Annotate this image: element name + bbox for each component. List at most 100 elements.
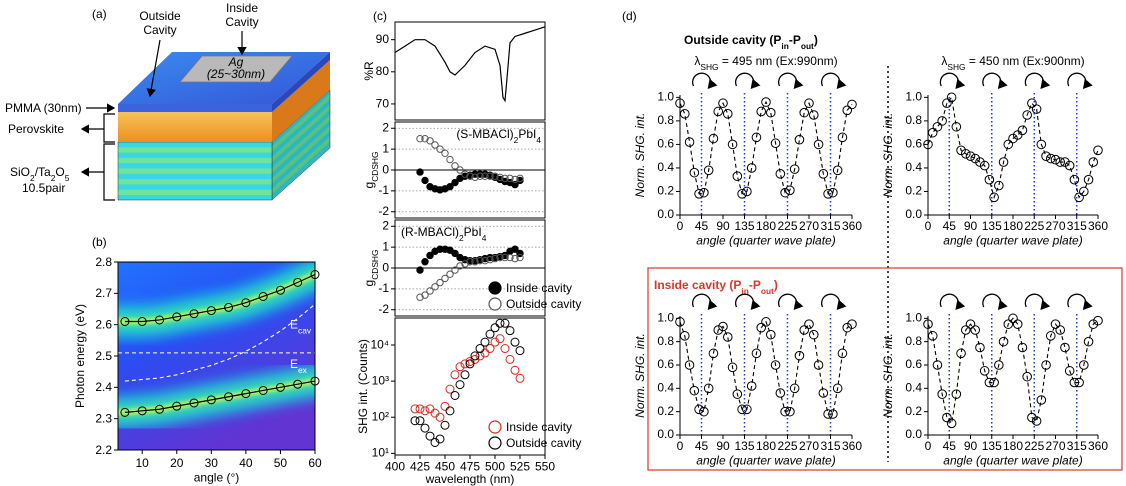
data-point xyxy=(496,253,504,262)
data-point xyxy=(511,254,519,263)
y-tick-label: 80 xyxy=(376,64,390,78)
data-point xyxy=(435,434,445,444)
data-point xyxy=(965,151,976,161)
data-point xyxy=(258,291,268,301)
data-point xyxy=(506,253,514,262)
text-part: -P xyxy=(789,33,801,47)
text-part: PbI xyxy=(518,127,536,141)
text-part: CDSHG xyxy=(370,152,380,182)
data-point xyxy=(1074,377,1084,388)
data-point xyxy=(506,174,514,183)
data-point xyxy=(1079,360,1089,370)
x-tick-label: 270 xyxy=(799,439,819,453)
data-point xyxy=(455,362,465,372)
data-point xyxy=(808,110,819,120)
x-tick-label: 10 xyxy=(136,456,150,470)
data-point xyxy=(808,329,819,340)
text-part: λ xyxy=(694,54,700,68)
y-tick-label: 2.8 xyxy=(95,255,112,269)
data-point xyxy=(241,298,251,308)
data-point xyxy=(505,354,515,364)
y-tick-label: 2.3 xyxy=(95,412,112,426)
legend-marker xyxy=(488,436,502,450)
series-line xyxy=(927,96,1099,200)
data-point xyxy=(965,319,976,329)
data-point xyxy=(481,256,489,265)
data-point xyxy=(970,325,981,335)
data-point xyxy=(154,315,164,325)
data-point xyxy=(737,404,747,415)
text-part: 5 xyxy=(65,173,70,183)
text-part: SHG xyxy=(947,62,965,72)
y-tick-label: 0.8 xyxy=(657,113,674,127)
data-point xyxy=(956,348,966,359)
x-axis-label: angle (°) xyxy=(194,470,240,484)
inside-label: Cavity xyxy=(225,15,258,29)
data-point xyxy=(1079,186,1089,197)
data-point xyxy=(440,401,450,411)
y-tick-label: 0.0 xyxy=(905,207,922,221)
legend-label: Outside cavity xyxy=(506,436,581,450)
data-point xyxy=(703,383,714,394)
data-point xyxy=(445,406,455,416)
x-tick-label: 30 xyxy=(205,456,219,470)
data-point xyxy=(451,162,459,170)
data-point xyxy=(416,168,424,176)
data-point xyxy=(832,383,843,394)
plot: 0.0 0.2 0.4 0.6 0.8 1.0 0 45 90 135 180 225 270 315 36… xyxy=(633,54,862,247)
data-point xyxy=(737,189,747,199)
data-point xyxy=(998,336,1009,347)
data-point xyxy=(694,189,704,199)
data-point xyxy=(425,431,435,441)
data-point xyxy=(984,377,995,388)
data-point xyxy=(794,134,805,145)
line-label: Ecav xyxy=(290,317,312,335)
data-point xyxy=(293,379,303,389)
text-part: (R-MBACl) xyxy=(401,225,459,239)
y-tick-label: 10³ xyxy=(372,373,389,387)
data-point xyxy=(515,373,525,383)
y-tick-label: 0.4 xyxy=(905,160,922,174)
text-part: 2 xyxy=(514,135,519,145)
frame xyxy=(394,21,546,121)
y-tick-label: 1.0 xyxy=(905,310,922,324)
y-tick-label: -2 xyxy=(378,302,389,316)
data-point xyxy=(847,99,857,110)
data-point xyxy=(804,98,814,109)
plot: 70 80 90 %R xyxy=(362,21,546,121)
pairs-label: 10.5pair xyxy=(22,181,65,195)
data-point xyxy=(224,302,234,312)
frame xyxy=(117,261,316,451)
data-point xyxy=(486,255,494,264)
data-point xyxy=(480,348,490,358)
y-tick-label: 1 xyxy=(382,141,389,155)
x-tick-label: 315 xyxy=(1067,439,1087,453)
data-point xyxy=(451,266,459,274)
data-point xyxy=(713,106,724,117)
data-point xyxy=(765,107,776,118)
data-point xyxy=(684,137,695,147)
data-point xyxy=(689,167,700,178)
data-point xyxy=(481,172,489,180)
data-point xyxy=(1003,319,1014,329)
data-point xyxy=(172,401,182,411)
data-point xyxy=(490,323,500,333)
chart-title: λSHG = 495 nm (Ex:990nm) xyxy=(694,54,837,72)
inside-frame xyxy=(647,267,1123,471)
data-point xyxy=(470,351,480,361)
text-part: PbI xyxy=(464,225,482,239)
data-point xyxy=(475,351,485,361)
x-tick-label: 360 xyxy=(1088,219,1108,233)
data-point xyxy=(416,134,424,143)
y-tick-label: 2.4 xyxy=(95,380,112,394)
data-point xyxy=(727,139,738,150)
data-point xyxy=(515,346,525,356)
x-tick-label: 180 xyxy=(756,439,776,453)
y-tick-label: 0.2 xyxy=(657,404,674,418)
data-point xyxy=(511,180,519,189)
y-tick-label: 0.6 xyxy=(657,137,674,151)
data-point xyxy=(436,145,444,153)
x-axis-label: angle (quarter wave plate) xyxy=(943,453,1082,467)
data-point xyxy=(699,187,709,198)
